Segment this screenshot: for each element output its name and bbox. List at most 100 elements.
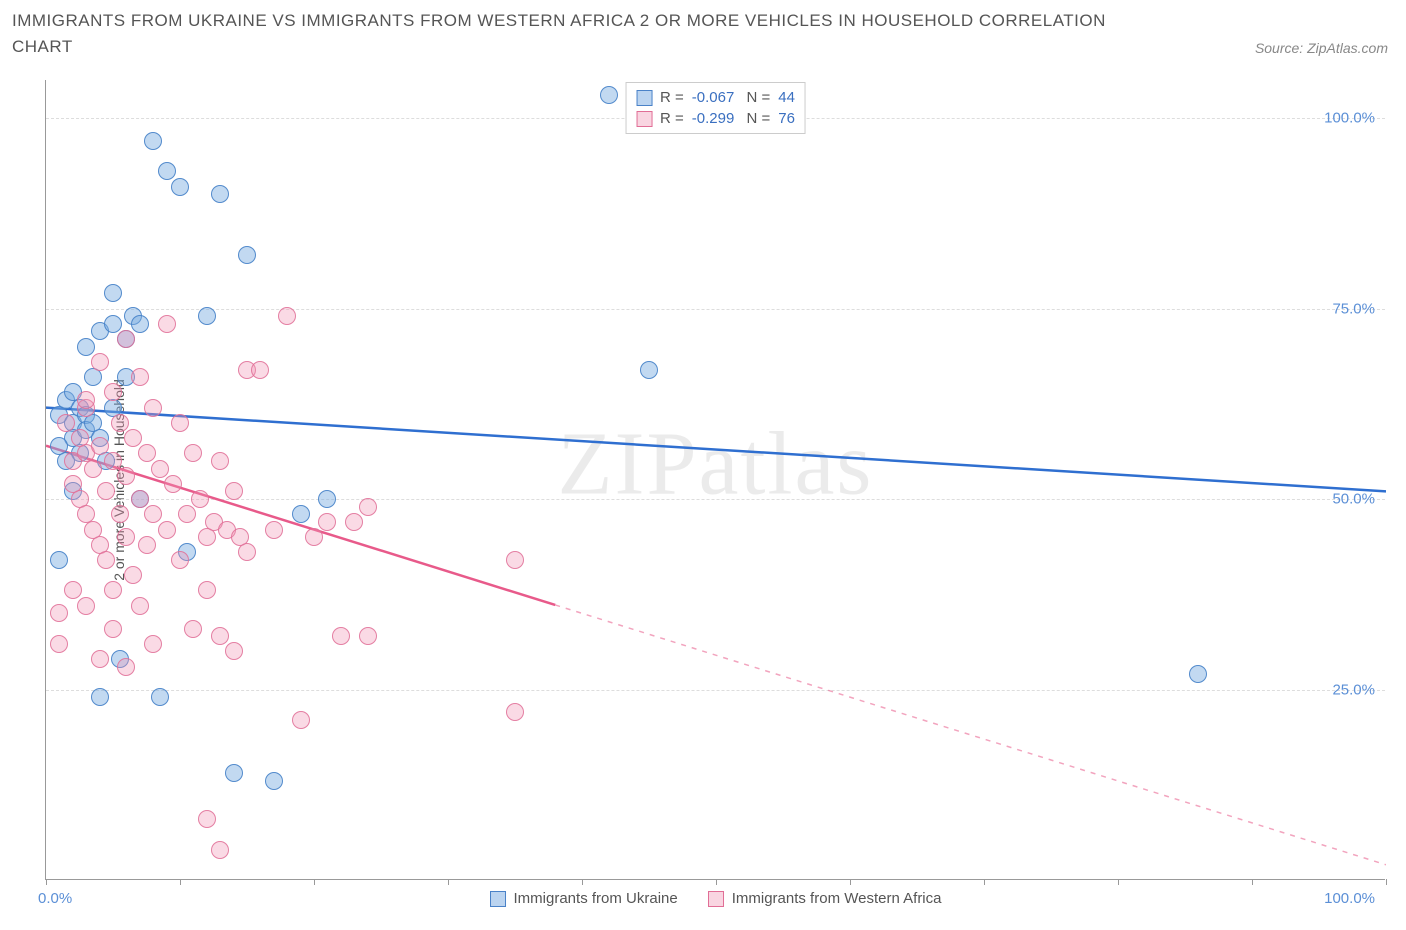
data-point [64, 581, 82, 599]
data-point [117, 658, 135, 676]
data-point [158, 521, 176, 539]
x-tick [180, 879, 181, 885]
x-tick [716, 879, 717, 885]
data-point [158, 162, 176, 180]
data-point [640, 361, 658, 379]
data-point [124, 429, 142, 447]
data-point [138, 536, 156, 554]
data-point [600, 86, 618, 104]
data-point [211, 627, 229, 645]
legend-label: Immigrants from Ukraine [514, 890, 678, 907]
scatter-plot: 2 or more Vehicles in Household ZIPatlas… [45, 80, 1385, 880]
data-point [144, 635, 162, 653]
data-point [506, 703, 524, 721]
data-point [104, 383, 122, 401]
data-point [332, 627, 350, 645]
data-point [77, 338, 95, 356]
data-point [77, 391, 95, 409]
data-point [144, 132, 162, 150]
x-tick [582, 879, 583, 885]
data-point [151, 688, 169, 706]
legend-label: Immigrants from Western Africa [732, 890, 942, 907]
data-point [211, 841, 229, 859]
data-point [198, 581, 216, 599]
x-axis-min-label: 0.0% [38, 890, 72, 907]
data-point [265, 521, 283, 539]
data-point [144, 505, 162, 523]
data-point [191, 490, 209, 508]
data-point [359, 627, 377, 645]
data-point [318, 513, 336, 531]
data-point [292, 711, 310, 729]
data-point [359, 498, 377, 516]
legend-item-wafrica: Immigrants from Western Africa [708, 890, 942, 907]
data-point [77, 597, 95, 615]
data-point [50, 604, 68, 622]
data-point [178, 505, 196, 523]
data-point [124, 566, 142, 584]
x-tick [46, 879, 47, 885]
data-point [97, 482, 115, 500]
data-point [57, 414, 75, 432]
data-point [1189, 665, 1207, 683]
data-point [104, 284, 122, 302]
y-tick-label: 75.0% [1332, 300, 1375, 317]
data-point [144, 399, 162, 417]
data-point [164, 475, 182, 493]
data-point [97, 551, 115, 569]
y-tick-label: 50.0% [1332, 491, 1375, 508]
x-tick [1118, 879, 1119, 885]
data-point [151, 460, 169, 478]
data-point [117, 528, 135, 546]
data-point [104, 315, 122, 333]
data-point [171, 414, 189, 432]
data-point [111, 505, 129, 523]
data-point [292, 505, 310, 523]
data-point [131, 490, 149, 508]
data-point [131, 597, 149, 615]
data-point [238, 543, 256, 561]
data-point [91, 437, 109, 455]
data-point [318, 490, 336, 508]
data-point [184, 444, 202, 462]
series-legend: Immigrants from Ukraine Immigrants from … [490, 890, 942, 907]
data-point [50, 551, 68, 569]
stats-row-wafrica: R = -0.299 N = 76 [636, 108, 795, 129]
data-point [265, 772, 283, 790]
gridline [46, 690, 1385, 691]
data-point [506, 551, 524, 569]
data-point [158, 315, 176, 333]
x-axis-max-label: 100.0% [1324, 890, 1375, 907]
data-point [104, 581, 122, 599]
swatch-icon [708, 891, 724, 907]
data-point [91, 688, 109, 706]
data-point [278, 307, 296, 325]
stats-legend: R = -0.067 N = 44 R = -0.299 N = 76 [625, 82, 806, 134]
x-tick [984, 879, 985, 885]
data-point [225, 482, 243, 500]
trend-line-solid [46, 408, 1386, 492]
data-point [131, 368, 149, 386]
data-point [131, 315, 149, 333]
data-point [225, 642, 243, 660]
r-value: -0.299 [692, 108, 735, 129]
data-point [211, 452, 229, 470]
source-attribution: Source: ZipAtlas.com [1255, 40, 1388, 56]
y-tick-label: 25.0% [1332, 681, 1375, 698]
data-point [104, 452, 122, 470]
gridline [46, 309, 1385, 310]
x-tick [314, 879, 315, 885]
data-point [91, 353, 109, 371]
data-point [198, 307, 216, 325]
x-tick [850, 879, 851, 885]
data-point [171, 178, 189, 196]
data-point [184, 620, 202, 638]
data-point [91, 650, 109, 668]
data-point [111, 414, 129, 432]
data-point [211, 185, 229, 203]
swatch-icon [490, 891, 506, 907]
chart-title: IMMIGRANTS FROM UKRAINE VS IMMIGRANTS FR… [12, 8, 1112, 59]
r-value: -0.067 [692, 87, 735, 108]
x-tick [1386, 879, 1387, 885]
data-point [305, 528, 323, 546]
